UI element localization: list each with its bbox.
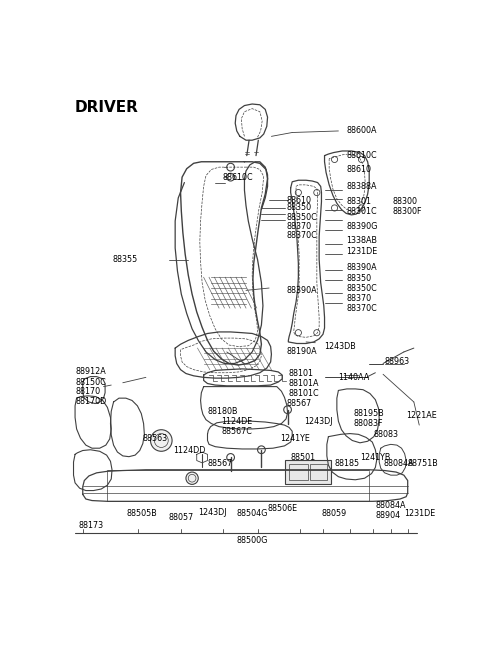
Text: 88963: 88963 [384, 358, 410, 366]
Text: 88350: 88350 [287, 204, 312, 212]
Text: 88195B: 88195B [354, 409, 384, 418]
Text: 88350: 88350 [346, 274, 371, 284]
Text: 1231DE: 1231DE [346, 248, 377, 256]
Text: 88059: 88059 [322, 509, 347, 518]
Text: 88388A: 88388A [346, 182, 377, 191]
Text: 88505B: 88505B [127, 509, 157, 518]
Text: 88170: 88170 [75, 388, 100, 396]
Text: 1338AB: 1338AB [346, 236, 377, 245]
Text: 88506E: 88506E [267, 504, 298, 513]
Text: 88912A: 88912A [75, 367, 106, 376]
Text: 1243DJ: 1243DJ [198, 508, 227, 517]
Text: 88390A: 88390A [346, 263, 377, 272]
Text: 1241YE: 1241YE [281, 434, 311, 443]
Bar [310, 464, 327, 479]
Text: 88567: 88567 [207, 459, 233, 468]
Text: 88057: 88057 [169, 513, 194, 522]
Circle shape [151, 430, 172, 451]
Text: 88355: 88355 [113, 255, 138, 264]
Text: 88610C: 88610C [346, 151, 377, 160]
Text: 88084A: 88084A [383, 459, 414, 468]
Text: 88370C: 88370C [287, 231, 318, 240]
Text: 88504G: 88504G [237, 509, 268, 518]
Text: 88563: 88563 [142, 434, 167, 443]
Text: 1124DD: 1124DD [173, 446, 205, 455]
Text: 1241YB: 1241YB [360, 453, 390, 462]
Text: 88370: 88370 [287, 222, 312, 231]
Text: 88567: 88567 [287, 399, 312, 408]
Text: 88370C: 88370C [346, 305, 377, 313]
Text: 88751B: 88751B [408, 459, 438, 468]
Text: 88150C: 88150C [75, 378, 106, 387]
Text: 88185: 88185 [335, 459, 360, 468]
Text: 88101A: 88101A [288, 379, 319, 388]
Text: 88610C: 88610C [223, 173, 253, 181]
Text: 88170D: 88170D [75, 397, 106, 405]
Text: 88300F: 88300F [392, 208, 422, 216]
Text: 88904: 88904 [375, 512, 400, 521]
Text: 88350C: 88350C [287, 213, 318, 221]
Text: 88610: 88610 [287, 196, 312, 205]
Text: 88301: 88301 [346, 197, 371, 206]
Text: 1221AE: 1221AE [406, 411, 437, 421]
Text: 88610: 88610 [346, 165, 371, 174]
Text: 88390A: 88390A [287, 286, 317, 295]
Text: 1124DE: 1124DE [221, 417, 252, 426]
Text: 88101C: 88101C [288, 389, 319, 398]
Text: 88180B: 88180B [207, 407, 238, 416]
Text: DRIVER: DRIVER [75, 100, 139, 115]
Text: 88390G: 88390G [346, 222, 377, 231]
Text: 1243DJ: 1243DJ [304, 417, 332, 426]
Text: 1140AA: 1140AA [338, 373, 370, 382]
Text: 88083F: 88083F [354, 419, 384, 428]
Text: 1231DE: 1231DE [404, 509, 435, 518]
Bar [289, 464, 308, 479]
Text: 88370: 88370 [346, 294, 371, 303]
Circle shape [186, 472, 198, 485]
Text: 88350C: 88350C [346, 284, 377, 293]
Text: 88501: 88501 [291, 453, 316, 462]
Text: 88190A: 88190A [287, 347, 317, 356]
Text: 88301C: 88301C [346, 208, 377, 216]
Text: 88300: 88300 [392, 197, 417, 206]
Text: 88600A: 88600A [346, 126, 377, 136]
Text: 88084A: 88084A [375, 502, 406, 510]
Text: 88173: 88173 [78, 521, 103, 530]
Text: 1243DB: 1243DB [324, 342, 356, 351]
Text: 88083: 88083 [373, 430, 398, 439]
Text: 88567C: 88567C [221, 427, 252, 436]
Text: 88500G: 88500G [237, 536, 268, 545]
Text: 88101: 88101 [288, 369, 313, 378]
Bar [285, 460, 331, 485]
